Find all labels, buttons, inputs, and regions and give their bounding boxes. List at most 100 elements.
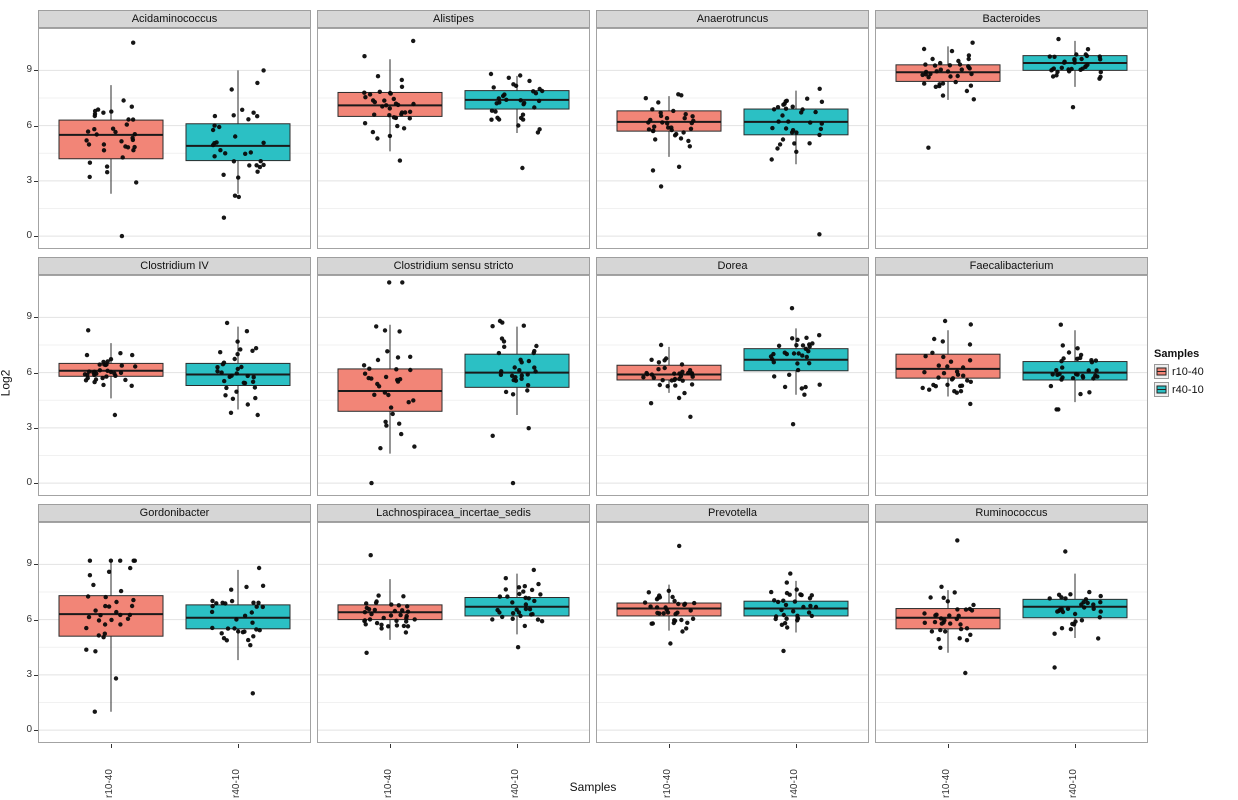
x-tick-label: r10-40 [104, 769, 115, 798]
facet-strip: Anaerotruncus [596, 10, 869, 28]
facet-plot [596, 275, 869, 496]
x-tick-label: r40-10 [1068, 769, 1079, 798]
legend-label: r10-40 [1172, 365, 1204, 378]
x-axis-title: Samples [569, 780, 617, 794]
boxplot-r10-40 [895, 318, 1001, 407]
facet-panel [317, 28, 590, 249]
facet-plot [317, 275, 590, 496]
x-tick-mark [111, 744, 112, 748]
facet-plot [38, 275, 311, 496]
boxplot-r10-40 [616, 92, 722, 189]
jitter-points-r40-10 [490, 567, 545, 650]
y-tick-label: 9 [26, 558, 32, 570]
legend-key-boxplot-icon [1154, 364, 1169, 379]
facet-panel [38, 522, 311, 743]
y-tick-label: 3 [26, 174, 32, 186]
jitter-points-r10-40 [643, 92, 696, 189]
x-tick-label: r40-10 [231, 769, 242, 798]
y-tick-mark [34, 483, 38, 485]
boxplot-r40-10 [464, 318, 570, 486]
x-tick-label: r10-40 [941, 769, 952, 798]
facet-panel [38, 28, 311, 249]
x-tick-label: r10-40 [662, 769, 673, 798]
jitter-points-r10-40 [84, 40, 139, 239]
y-tick-mark [34, 674, 38, 676]
facet-panel [596, 28, 869, 249]
facet-panel [317, 275, 590, 496]
facet-strip: Bacteroides [875, 10, 1148, 28]
legend-label: r40-10 [1172, 383, 1204, 396]
y-tick-mark [34, 317, 38, 319]
facet-strip: Gordonibacter [38, 504, 311, 522]
boxplot-r40-10 [1022, 322, 1128, 412]
boxplot-r10-40 [58, 328, 164, 418]
legend: Samples r10-40 r40-10 [1154, 348, 1238, 400]
x-tick-mark [390, 744, 391, 748]
boxplot-r10-40 [58, 558, 164, 714]
facet-strip: Clostridium IV [38, 257, 311, 275]
facet-panel [596, 275, 869, 496]
facet-strip: Dorea [596, 257, 869, 275]
facet-plot [38, 28, 311, 249]
x-tick-mark [796, 744, 797, 748]
facet-strip: Lachnospiracea_incertae_sedis [317, 504, 590, 522]
facet-plot [875, 275, 1148, 496]
x-tick-mark [948, 744, 949, 748]
facet-panel [875, 28, 1148, 249]
facet-strip: Faecalibacterium [875, 257, 1148, 275]
boxplot-r40-10 [743, 86, 849, 237]
y-tick-mark [34, 730, 38, 732]
y-tick-mark [34, 619, 38, 621]
facet-panel [317, 522, 590, 743]
facet-strip: Clostridium sensu stricto [317, 257, 590, 275]
y-tick-label: 3 [26, 421, 32, 433]
boxplot-r10-40 [895, 538, 1001, 676]
jitter-points-r10-40 [361, 280, 417, 486]
y-tick-mark [34, 125, 38, 127]
y-tick-label: 6 [26, 119, 32, 131]
boxplot-r40-10 [464, 71, 570, 171]
boxplot-r10-40 [58, 40, 164, 239]
jitter-points-r40-10 [769, 571, 819, 654]
boxplot-r10-40 [616, 342, 722, 419]
boxplot-r40-10 [1022, 36, 1128, 110]
facet-plot [38, 522, 311, 743]
boxplot-r10-40 [895, 40, 1001, 150]
jitter-points-r40-10 [488, 71, 545, 171]
y-tick-mark [34, 427, 38, 429]
y-tick-label: 9 [26, 311, 32, 323]
x-tick-mark [1075, 744, 1076, 748]
jitter-points-r10-40 [641, 342, 695, 419]
facet-plot [317, 28, 590, 249]
y-tick-label: 9 [26, 64, 32, 76]
legend-title: Samples [1154, 348, 1200, 360]
facet-strip: Prevotella [596, 504, 869, 522]
y-tick-label: 3 [26, 668, 32, 680]
x-tick-mark [238, 744, 239, 748]
facet-plot [875, 28, 1148, 249]
facet-plot [317, 522, 590, 743]
boxplot-r40-10 [185, 68, 291, 220]
jitter-points-r40-10 [210, 68, 266, 220]
jitter-points-r10-40 [82, 328, 138, 418]
boxplot-r10-40 [337, 553, 443, 655]
x-tick-label: r10-40 [383, 769, 394, 798]
facet-plot [596, 28, 869, 249]
y-tick-mark [34, 372, 38, 374]
legend-key-boxplot-icon [1154, 382, 1169, 397]
x-tick-label: r40-10 [510, 769, 521, 798]
y-tick-mark [34, 236, 38, 238]
boxplot-r40-10 [464, 567, 570, 650]
y-tick-mark [34, 564, 38, 566]
boxplot-r40-10 [185, 320, 291, 418]
facet-strip: Acidaminococcus [38, 10, 311, 28]
jitter-points-r10-40 [362, 553, 417, 655]
y-tick-label: 6 [26, 366, 32, 378]
jitter-points-r40-10 [490, 318, 539, 486]
jitter-points-r10-40 [920, 318, 973, 407]
x-tick-label: r40-10 [789, 769, 800, 798]
y-tick-label: 0 [26, 230, 32, 242]
facet-plot [596, 522, 869, 743]
boxplot-r10-40 [616, 543, 722, 646]
